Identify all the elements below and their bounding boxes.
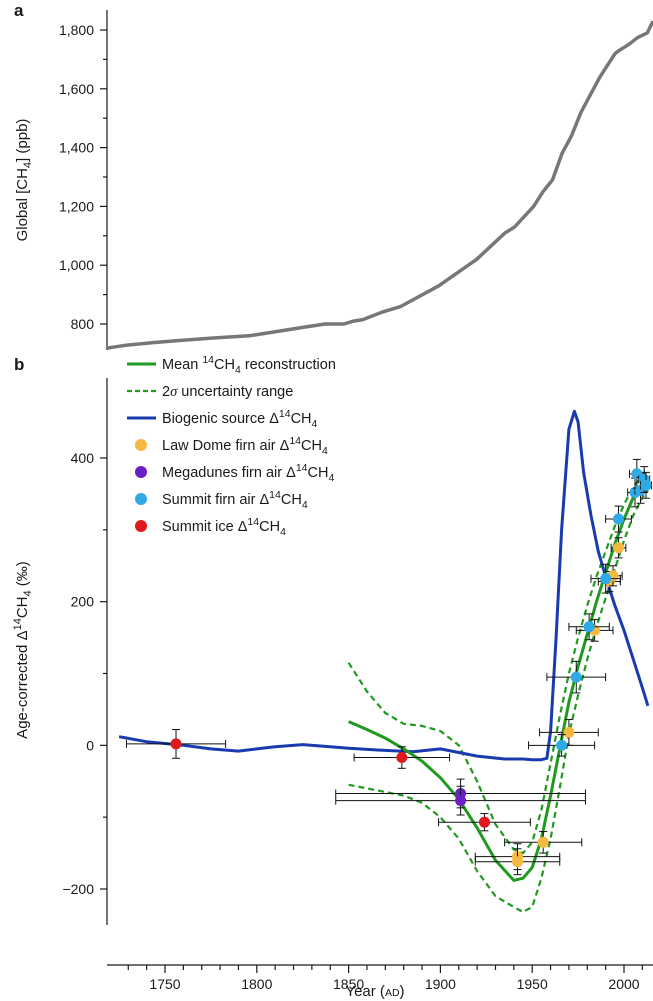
- summitice-point: [438, 813, 531, 832]
- panel-a-y-tick-label: 1,800: [59, 22, 94, 38]
- panel-b-points: [125, 458, 653, 876]
- panel-a-y-tick-label: 1,600: [59, 81, 94, 97]
- lawdome-marker: [563, 726, 575, 738]
- summitfirn-point: [528, 734, 596, 757]
- panel-a-y-tick-label: 1,400: [59, 140, 94, 156]
- panel-b-x-tick-label: 1900: [425, 976, 456, 992]
- lawdome-marker: [512, 856, 524, 868]
- panel-b-legend: Mean 14CH4 reconstruction 2σ uncertainty …: [127, 354, 336, 538]
- lawdome-point: [539, 718, 599, 746]
- panel-b-y-tick-label: −200: [62, 881, 94, 897]
- megadunes-marker: [455, 795, 467, 807]
- panel-b-x-tick-label: 1750: [149, 976, 180, 992]
- panel-b-letter: b: [14, 355, 24, 374]
- megadunes-legend-label: Megadunes firn air Δ14CH4: [162, 462, 334, 484]
- summitice-marker: [170, 738, 182, 750]
- panel-a-y-tick-label: 800: [71, 316, 95, 332]
- panel-b-y-ticks: −200 0 200 400: [62, 450, 107, 897]
- panel-a-y-ticks: 800 1,000 1,200 1,400 1,600 1,800: [59, 22, 107, 332]
- summitfirn-marker: [570, 671, 582, 683]
- lower-line: [348, 489, 649, 914]
- lawdome-legend-swatch: [135, 439, 147, 451]
- lawdome-marker: [612, 542, 624, 554]
- summitice-point: [353, 746, 451, 769]
- panel-a-series: [106, 20, 653, 350]
- summitice-legend-swatch: [135, 520, 147, 532]
- summitfirn-legend-swatch: [135, 493, 147, 505]
- lawdome-marker: [537, 836, 549, 848]
- summitfirn-point: [605, 505, 632, 533]
- summitice-legend-label: Summit ice Δ14CH4: [162, 516, 286, 538]
- lawdome-point: [474, 848, 561, 876]
- panel-b: b −200 0 200 400 1750 1800 1850 1900 1950 2000 A…: [12, 354, 653, 1000]
- megadunes-legend-swatch: [135, 466, 147, 478]
- panel-b-y-tick-label: 0: [86, 737, 94, 753]
- lawdome-point: [610, 537, 627, 559]
- summitfirn-marker: [640, 479, 652, 491]
- panel-b-lines: [118, 409, 650, 914]
- summitfirn-marker: [600, 573, 612, 585]
- summitfirn-point: [640, 471, 653, 499]
- summitice-marker: [478, 816, 490, 828]
- panel-b-y-tick-label: 200: [71, 594, 95, 610]
- summitfirn-point: [546, 660, 607, 694]
- summitice-marker: [396, 752, 408, 764]
- panel-b-y-label: Age-corrected Δ14CH4 (‰): [12, 561, 34, 739]
- ch4-concentration-line: [106, 20, 653, 350]
- summitfirn-marker: [556, 739, 568, 751]
- summitfirn-marker: [583, 621, 595, 633]
- panel-a-y-tick-label: 1,200: [59, 198, 94, 214]
- panel-b-x-tick-label: 1800: [241, 976, 272, 992]
- panel-b-x-ticks: 1750 1800 1850 1900 1950 2000: [127, 965, 643, 992]
- panel-a-y-tick-label: 1,000: [59, 257, 94, 273]
- lawdome-legend-label: Law Dome firn air Δ14CH4: [162, 435, 328, 457]
- summitfirn-point: [590, 563, 621, 594]
- panel-b-x-tick-label: 1950: [517, 976, 548, 992]
- panel-a-y-label: Global [CH4] (ppb): [14, 119, 34, 242]
- upper-legend-label: 2σ uncertainty range: [162, 384, 293, 400]
- lawdome-point: [504, 831, 583, 854]
- mean-line: [348, 475, 650, 882]
- biogenic-legend-label: Biogenic source Δ14CH4: [162, 408, 318, 430]
- panel-a-letter: a: [14, 1, 24, 20]
- panel-b-x-tick-label: 1850: [333, 976, 364, 992]
- summitice-point: [125, 729, 227, 759]
- panel-b-y-tick-label: 400: [71, 450, 95, 466]
- upper-line: [347, 471, 649, 855]
- panel-b-x-label: Year (AD): [345, 983, 404, 1000]
- panel-b-x-tick-label: 2000: [608, 976, 639, 992]
- summitfirn-marker: [612, 513, 624, 525]
- panel-a: a 800 1,000 1,200 1,400 1,600 1,800 Global [C…: [14, 1, 653, 350]
- biogenic-line: [118, 409, 650, 762]
- megadunes-point: [335, 785, 586, 816]
- mean-legend-label: Mean 14CH4 reconstruction: [162, 354, 336, 376]
- summitfirn-legend-label: Summit firn air Δ14CH4: [162, 489, 308, 511]
- summitfirn-point: [568, 613, 610, 641]
